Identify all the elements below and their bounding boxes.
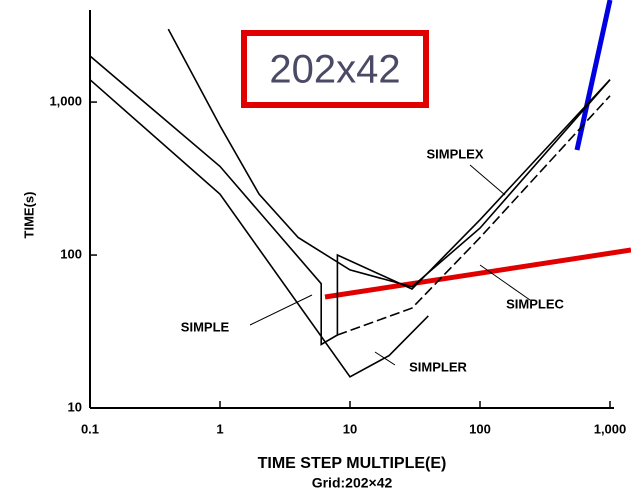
y-tick-label: 1,000 — [49, 94, 82, 109]
subtitle: Grid:202×42 — [312, 475, 393, 491]
highlight-text: 202x42 — [269, 48, 400, 92]
series-label: SIMPLEX — [426, 146, 483, 161]
series-line — [89, 79, 429, 378]
leader-line — [249, 294, 313, 326]
leader-line — [469, 164, 506, 196]
series-label: SIMPLEC — [506, 296, 564, 311]
y-tick-label: 10 — [68, 399, 82, 414]
x-tick-label: 0.1 — [81, 421, 99, 436]
y-axis-label: TIME(s) — [21, 192, 36, 239]
x-tick-label: 100 — [469, 421, 491, 436]
series-line — [167, 28, 611, 288]
highlight-box — [241, 30, 429, 108]
series-line — [337, 95, 611, 336]
x-axis-label: TIME STEP MULTIPLE(E) — [258, 455, 447, 472]
series-label: SIMPLER — [409, 359, 467, 374]
leader-line — [479, 264, 531, 301]
y-tick-label: 100 — [60, 246, 82, 261]
x-tick-label: 1,000 — [594, 421, 627, 436]
x-tick-label: 1 — [216, 421, 223, 436]
series-label: SIMPLE — [181, 319, 230, 334]
red-annotation-line — [324, 247, 631, 300]
x-tick-label: 10 — [343, 421, 357, 436]
